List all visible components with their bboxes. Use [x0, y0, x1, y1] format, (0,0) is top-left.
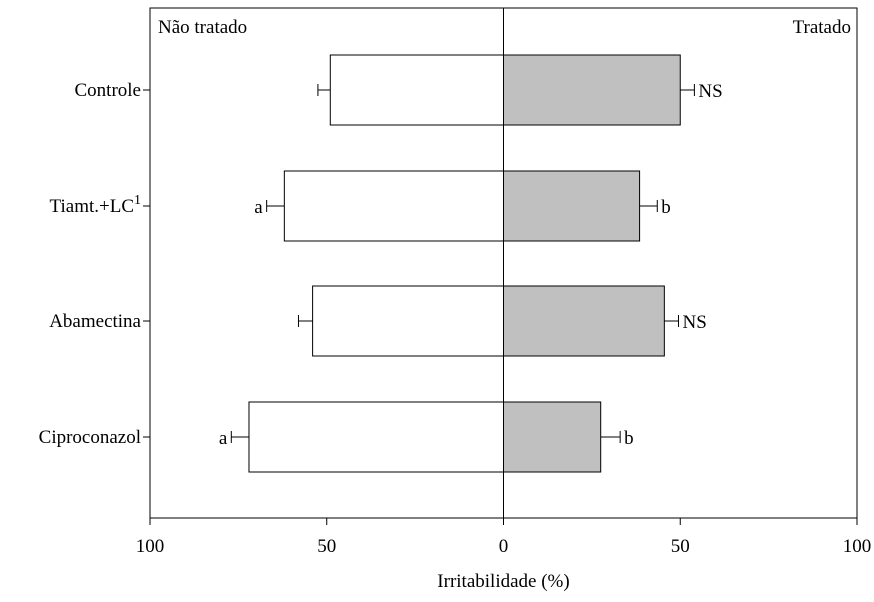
x-tick-label: 100 — [136, 536, 165, 557]
right-panel-label: Tratado — [793, 17, 851, 38]
significance-label: a — [219, 428, 228, 449]
category-label: Tiamt.+LC1 — [50, 193, 141, 217]
bar-nao-tratado — [329, 54, 504, 126]
x-tick-label: 100 — [843, 536, 872, 557]
significance-label: b — [624, 428, 634, 449]
bar-tratado — [503, 285, 665, 357]
x-axis: 100 50 0 50 100 — [136, 518, 872, 557]
significance-label: a — [254, 197, 263, 218]
significance-label: NS — [682, 312, 706, 333]
category-superscript: 1 — [134, 193, 141, 208]
bar-tratado — [503, 54, 681, 126]
bar-tratado — [503, 401, 602, 473]
bar-nao-tratado — [248, 401, 504, 473]
category-label: Controle — [75, 80, 142, 101]
significance-label: b — [661, 197, 671, 218]
left-panel-label: Não tratado — [158, 17, 247, 38]
x-tick-label: 50 — [671, 536, 690, 557]
category-label: Abamectina — [49, 311, 141, 332]
bar-nao-tratado — [283, 170, 504, 242]
significance-label: NS — [698, 81, 722, 102]
bar-tratado — [503, 170, 641, 242]
x-tick-label: 50 — [317, 536, 336, 557]
category-axis: Controle Tiamt.+LC1 Abamectina Ciproconazol — [39, 80, 150, 448]
bars-group: NS a b NS a b — [219, 54, 723, 473]
x-tick-label: 0 — [499, 536, 509, 557]
x-axis-label: Irritabilidade (%) — [437, 571, 569, 592]
bar-nao-tratado — [312, 285, 504, 357]
category-label: Ciproconazol — [39, 427, 141, 448]
